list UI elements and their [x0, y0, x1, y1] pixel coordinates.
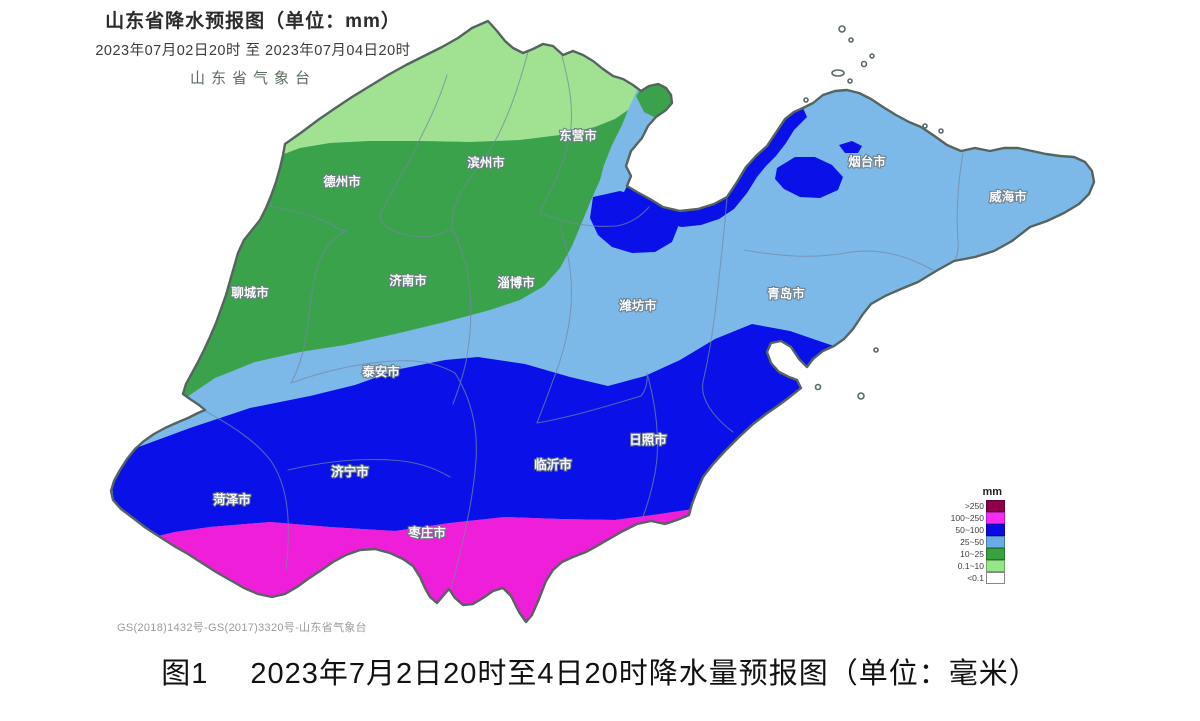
legend-item-label: 25~50 [960, 537, 984, 547]
legend-item-swatch [986, 524, 1005, 536]
city-label: 潍坊市 [618, 298, 657, 313]
city-label: 青岛市 [767, 286, 805, 301]
legend-item-label: 100~250 [950, 513, 984, 523]
zone-50-100-yantai-blob [775, 157, 843, 198]
city-label: 聊城市 [231, 285, 269, 300]
city-label: 泰安市 [361, 364, 400, 379]
city-label: 烟台市 [848, 154, 886, 169]
figure-caption-text: 2023年7月2日20时至4日20时降水量预报图（单位：毫米） [250, 658, 1039, 690]
legend-item-swatch [986, 572, 1005, 584]
city-label: 枣庄市 [407, 525, 446, 540]
map-agency: 山东省气象台 [189, 69, 316, 87]
map-legend: mm >250 100~250 50~100 25~50 10~25 0.1~10 <0.1 [903, 486, 1005, 584]
legend-item-label: 0.1~10 [957, 561, 984, 571]
city-label: 淄博市 [497, 275, 535, 290]
legend-item-label: 10~25 [960, 549, 984, 559]
legend-item: 25~50 [903, 536, 1005, 548]
legend-item: >250 [903, 500, 1005, 512]
legend-item: 10~25 [903, 548, 1005, 560]
city-label: 威海市 [989, 189, 1027, 204]
city-label: 日照市 [629, 432, 667, 447]
city-label: 济宁市 [331, 464, 369, 479]
map-footnote: GS(2018)1432号-GS(2017)3320号-山东省气象台 [117, 622, 367, 634]
zone-50-100-bay-rim [622, 108, 807, 227]
city-label: 东营市 [559, 128, 597, 143]
legend-item-swatch [986, 500, 1005, 512]
figure-caption: 图1 2023年7月2日20时至4日20时降水量预报图（单位：毫米） [0, 650, 1200, 692]
map-header: 山东省降水预报图（单位：mm） 2023年07月02日20时 至 2023年07… [88, 6, 418, 88]
legend-item: 50~100 [903, 524, 1005, 536]
legend-rows: >250 100~250 50~100 25~50 10~25 0.1~10 <0.1 [903, 500, 1005, 584]
legend-unit: mm [982, 486, 1002, 498]
figure-label: 图1 [161, 658, 209, 690]
city-boundaries [204, 51, 964, 590]
legend-item-swatch [986, 536, 1005, 548]
zone-50-100-yantai-small-blob [839, 141, 862, 153]
city-label: 济南市 [389, 273, 427, 288]
city-label: 菏泽市 [213, 492, 251, 507]
legend-item: <0.1 [903, 572, 1005, 584]
legend-item-label: <0.1 [967, 573, 984, 583]
legend-item-swatch [986, 548, 1005, 560]
city-label: 临沂市 [534, 457, 572, 472]
city-label: 滨州市 [467, 155, 505, 170]
legend-item-swatch [986, 512, 1005, 524]
legend-item: 0.1~10 [903, 560, 1005, 572]
legend-item: 100~250 [903, 512, 1005, 524]
islands [803, 25, 944, 400]
map-date-range: 2023年07月02日20时 至 2023年07月04日20时 [95, 43, 411, 59]
legend-item-label: 50~100 [955, 525, 984, 535]
city-label: 德州市 [323, 174, 361, 189]
map-title: 山东省降水预报图（单位：mm） [105, 11, 401, 32]
zone-50-100-bay-blob [590, 191, 678, 253]
legend-item-swatch [986, 560, 1005, 572]
legend-item-label: >250 [964, 501, 984, 511]
